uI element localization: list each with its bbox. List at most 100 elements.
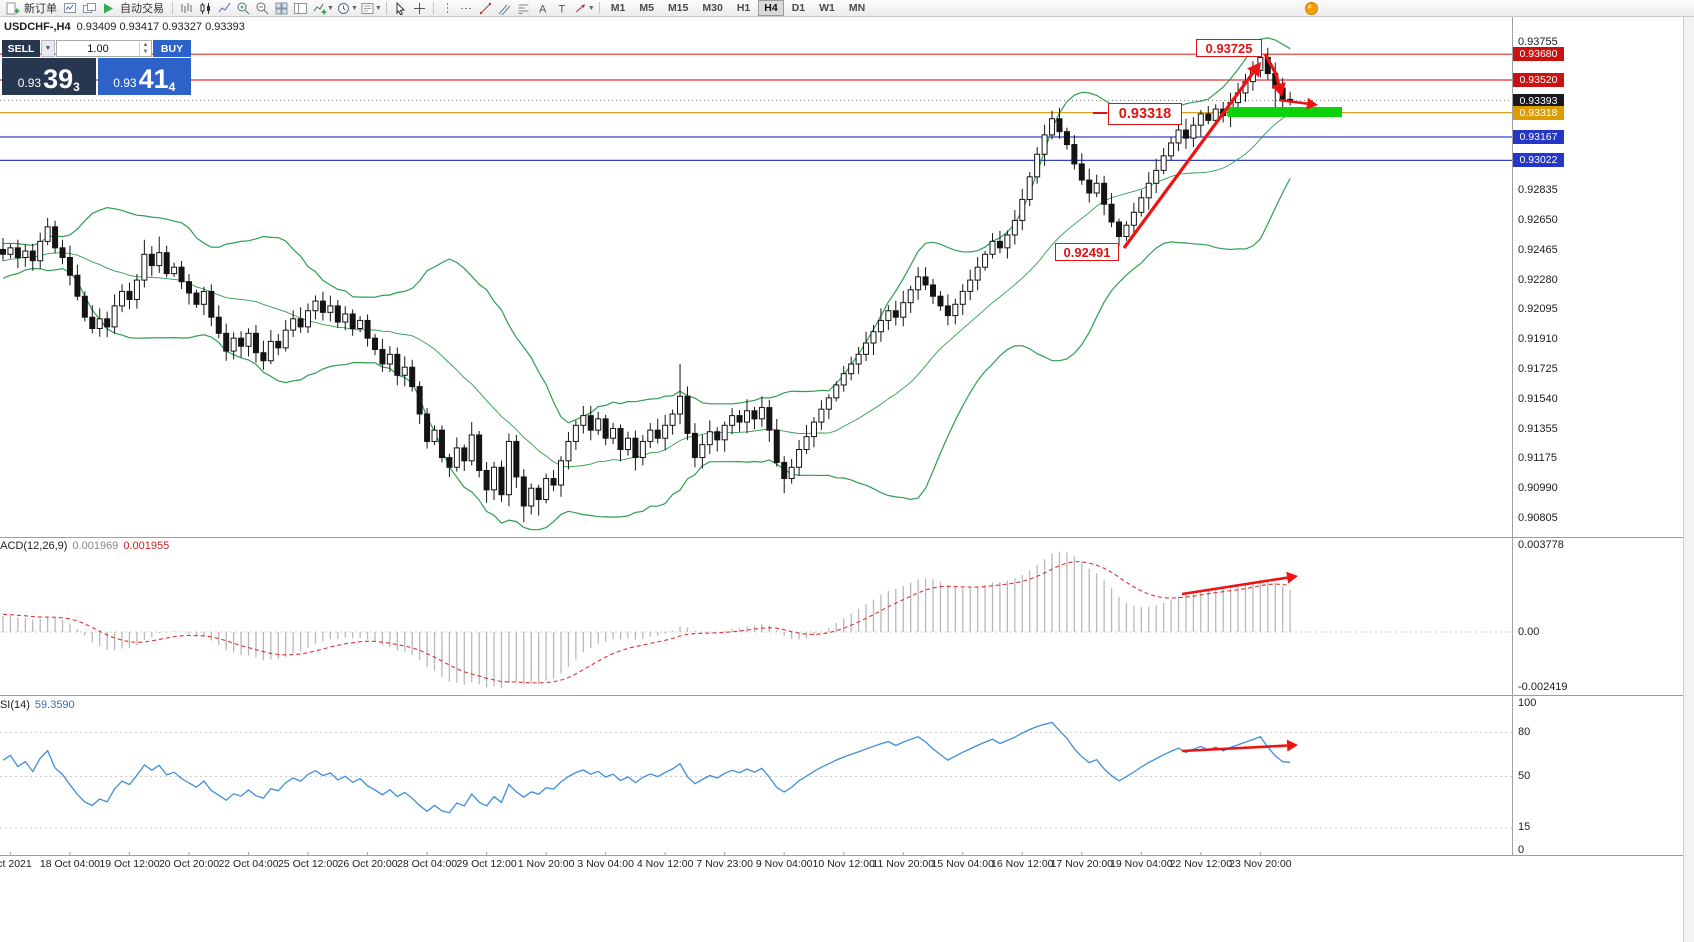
time-scale-label: 3 Nov 04:00 bbox=[577, 858, 634, 870]
annotation-support-price[interactable]: 0.93318 bbox=[1108, 103, 1182, 125]
zoom-in-icon[interactable] bbox=[234, 1, 253, 16]
rsi-scale-label: 0 bbox=[1518, 843, 1525, 856]
rsi-scale-label: 80 bbox=[1518, 725, 1531, 738]
sell-price-pip: 3 bbox=[73, 80, 80, 94]
navigator-icon[interactable] bbox=[291, 1, 310, 16]
indicators-caret-icon[interactable]: ▼ bbox=[327, 4, 334, 12]
annotation-low-price[interactable]: 0.92491 bbox=[1055, 243, 1119, 261]
rsi-scale-label: 100 bbox=[1518, 696, 1537, 709]
new-order-button[interactable]: 新订单 bbox=[22, 1, 61, 16]
autotrading-button[interactable]: 自动交易 bbox=[118, 1, 168, 16]
price-chart-canvas[interactable] bbox=[0, 0, 1694, 880]
timeframe-button-m15[interactable]: M15 bbox=[667, 2, 689, 14]
sell-price-display[interactable]: 0.93 39 3 bbox=[2, 58, 96, 95]
time-scale-label: 4 Nov 12:00 bbox=[636, 858, 694, 870]
new-order-icon[interactable] bbox=[3, 1, 22, 16]
time-scale-label: 20 Oct 20:00 bbox=[158, 858, 220, 870]
arrows-caret-icon[interactable]: ▼ bbox=[587, 4, 595, 12]
buy-button[interactable]: BUY bbox=[153, 40, 191, 57]
vertical-line-tool-icon[interactable] bbox=[438, 1, 457, 16]
templates-caret-icon[interactable]: ▼ bbox=[374, 4, 382, 12]
timeframe-button-m1[interactable]: M1 bbox=[610, 2, 626, 14]
indicators-icon[interactable] bbox=[310, 1, 329, 16]
toolbar-separator bbox=[432, 2, 434, 14]
profiles-icon[interactable] bbox=[80, 1, 99, 16]
timeframe-button-d1[interactable]: D1 bbox=[791, 2, 806, 14]
zoom-out-icon[interactable] bbox=[253, 1, 272, 16]
tile-windows-icon[interactable] bbox=[272, 1, 291, 16]
autotrading-icon bbox=[99, 1, 118, 16]
toolbar-separator bbox=[598, 2, 600, 14]
macd-scale-label: 0.00 bbox=[1518, 625, 1540, 638]
price-line-badge: 0.93318 bbox=[1513, 105, 1564, 120]
periods-clock-icon[interactable] bbox=[334, 1, 353, 16]
rsi-scale-label: 50 bbox=[1518, 770, 1531, 782]
fibonacci-tool-icon[interactable] bbox=[514, 1, 533, 16]
time-scale-label: 25 Oct 12:00 bbox=[277, 858, 339, 870]
horizontal-line-tool-icon[interactable] bbox=[457, 1, 476, 16]
trendline-tool-icon[interactable] bbox=[476, 1, 495, 16]
time-scale-label: 11 Nov 20:00 bbox=[872, 858, 935, 870]
timeframe-button-m30[interactable]: M30 bbox=[702, 2, 723, 14]
time-scale-label: 15 Nov 04:00 bbox=[931, 858, 994, 870]
time-scale-label: 7 Nov 23:00 bbox=[696, 858, 753, 870]
price-scale-label: 0.93755 bbox=[1518, 35, 1558, 48]
line-chart-icon[interactable] bbox=[215, 1, 234, 16]
volume-input[interactable]: 1.00 ▲ ▼ bbox=[56, 40, 152, 57]
channel-tool-icon[interactable] bbox=[495, 1, 514, 16]
periods-caret-icon[interactable]: ▼ bbox=[350, 4, 358, 12]
price-scale-label: 0.91910 bbox=[1518, 333, 1558, 346]
time-scale-label: 16 Nov 12:00 bbox=[991, 858, 1054, 870]
price-line-badge: 0.93520 bbox=[1513, 73, 1564, 88]
rsi-name: RSI(14) bbox=[0, 699, 30, 711]
price-scale-label: 0.92095 bbox=[1518, 303, 1558, 316]
rsi-indicator-label: RSI(14) 59.3590 bbox=[0, 699, 75, 711]
timeframe-button-mn[interactable]: MN bbox=[848, 2, 866, 14]
label-tool-icon[interactable]: T bbox=[552, 1, 571, 16]
price-line-badge: 0.93680 bbox=[1513, 47, 1564, 62]
price-scale-label: 0.91355 bbox=[1518, 422, 1558, 435]
crosshair-icon[interactable] bbox=[410, 1, 429, 16]
time-scale-label: 22 Nov 12:00 bbox=[1169, 858, 1233, 870]
buy-price-display[interactable]: 0.93 41 4 bbox=[97, 58, 191, 95]
buy-price-pip: 4 bbox=[168, 80, 176, 94]
timeframe-bar: M1 M5 M15 M30 H1 H4 D1 W1 MN bbox=[604, 0, 872, 16]
volume-value: 1.00 bbox=[87, 42, 109, 55]
window-right-edge bbox=[1683, 0, 1694, 942]
new-chart-icon[interactable] bbox=[61, 1, 80, 16]
time-scale-label: 9 Nov 04:00 bbox=[755, 858, 813, 870]
new-order-label: 新订单 bbox=[24, 3, 57, 15]
sell-button[interactable]: SELL bbox=[2, 40, 40, 57]
time-scale-label: 23 Nov 20:00 bbox=[1229, 858, 1292, 870]
price-scale-label: 0.91540 bbox=[1518, 392, 1558, 405]
time-scale-label: 18 Oct 04:00 bbox=[39, 858, 101, 870]
bar-chart-icon[interactable] bbox=[177, 1, 196, 16]
annotation-high-price[interactable]: 0.93725 bbox=[1196, 39, 1262, 57]
rsi-scale-label: 15 bbox=[1518, 821, 1531, 834]
price-line-badge: 0.93167 bbox=[1513, 129, 1564, 144]
volume-stepper[interactable]: ▲ ▼ bbox=[139, 41, 151, 56]
arrows-tool-icon[interactable] bbox=[571, 1, 590, 16]
macd-value-main: 0.001969 bbox=[72, 540, 119, 552]
toolbar-separator bbox=[172, 2, 173, 14]
time-scale-label: 19 Nov 04:00 bbox=[1110, 858, 1173, 870]
price-scale-label: 0.92280 bbox=[1518, 273, 1558, 286]
cursor-icon[interactable] bbox=[391, 1, 410, 16]
timeframe-button-h4[interactable]: H4 bbox=[758, 0, 784, 16]
time-scale-label: 19 Oct 12:00 bbox=[99, 858, 160, 870]
sound-icon[interactable] bbox=[1302, 1, 1321, 16]
symbol-period-label: USDCHF-,H4 bbox=[4, 21, 71, 33]
candlestick-chart-icon[interactable] bbox=[196, 1, 215, 16]
time-scale-label: 1 Nov 20:00 bbox=[517, 858, 575, 870]
text-tool-icon[interactable]: A bbox=[533, 1, 552, 16]
time-scale-label: Oct 2021 bbox=[0, 858, 32, 870]
timeframe-button-w1[interactable]: W1 bbox=[819, 2, 835, 14]
time-scale-label: 28 Oct 04:00 bbox=[397, 858, 458, 870]
volume-preset-dropdown[interactable]: ▼ bbox=[41, 40, 55, 57]
timeframe-button-m5[interactable]: M5 bbox=[639, 2, 654, 14]
timeframe-button-h1[interactable]: H1 bbox=[736, 2, 751, 14]
templates-icon[interactable] bbox=[358, 1, 377, 16]
time-scale-label: 10 Nov 12:00 bbox=[812, 858, 875, 870]
price-scale-label: 0.92465 bbox=[1518, 243, 1558, 256]
